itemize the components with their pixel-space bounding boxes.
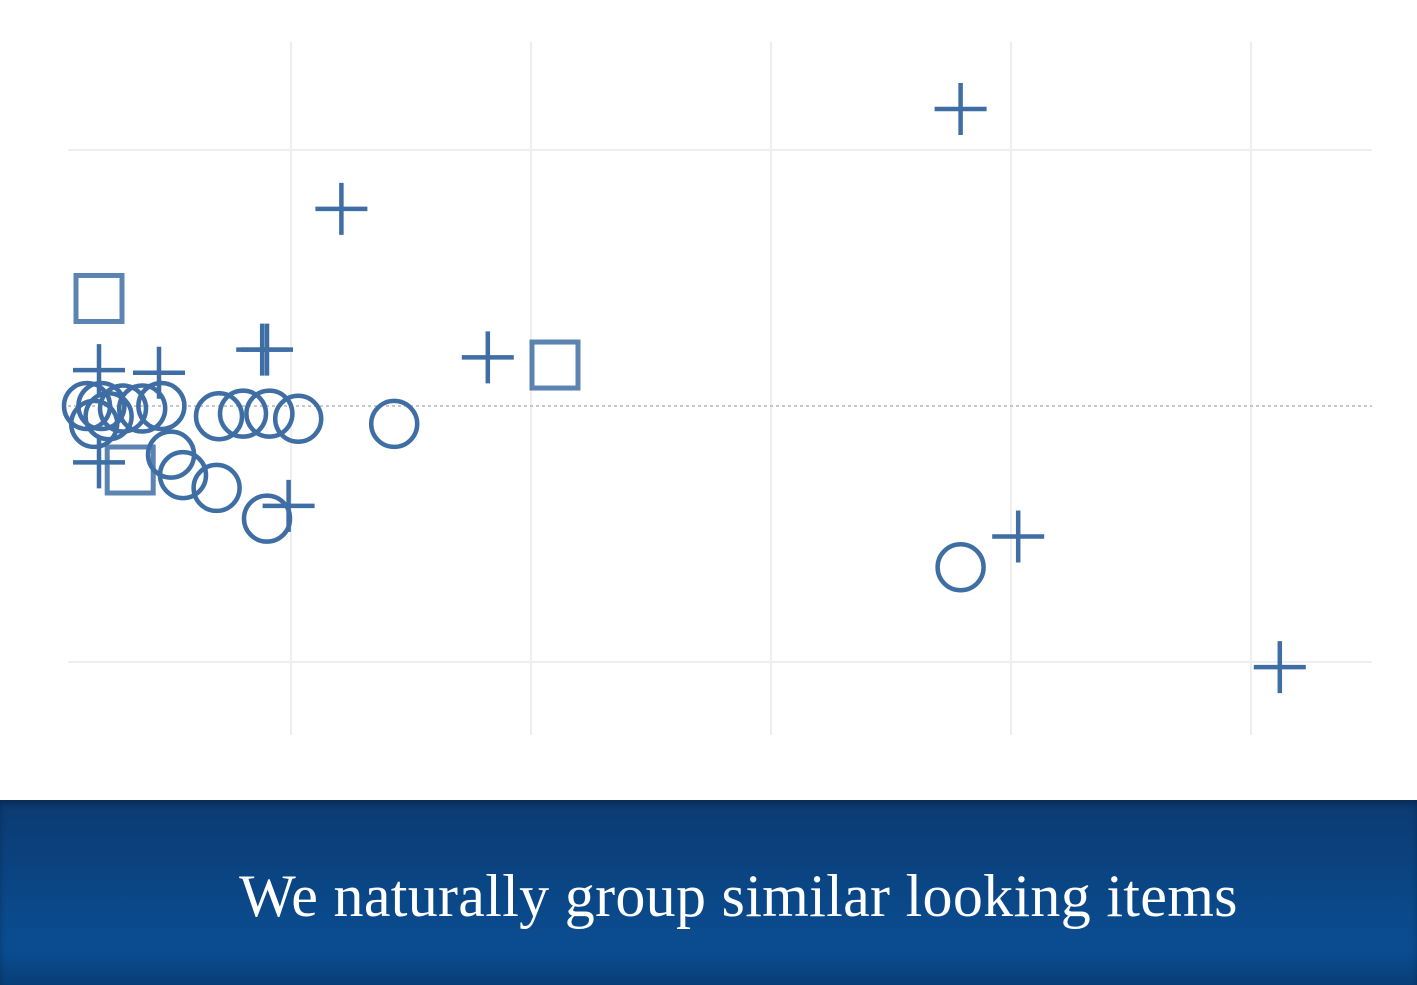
square-marker (73, 272, 125, 324)
circle-marker (136, 380, 187, 432)
circle-marker (116, 383, 168, 434)
circle-marker (76, 380, 127, 432)
circle-marker (191, 462, 242, 514)
marker-layer (61, 83, 1306, 694)
plus-marker (461, 331, 514, 384)
circle-marker (157, 449, 209, 501)
circle-marker (244, 388, 295, 439)
circle-marker (935, 542, 986, 593)
square-marker (104, 444, 156, 496)
circle-marker (368, 398, 420, 450)
circle-marker (217, 388, 269, 439)
caption-bar: We naturally group similar looking items (0, 800, 1417, 985)
caption-text: We naturally group similar looking items (239, 863, 1238, 929)
plus-marker (992, 510, 1045, 563)
plus-marker (934, 83, 987, 136)
square-marker (529, 339, 581, 391)
grid-layer (68, 42, 1372, 735)
plus-marker (241, 323, 293, 376)
circle-marker (193, 390, 245, 442)
scatter-plot (61, 42, 1372, 735)
circle-marker (97, 383, 149, 434)
circle-marker (272, 393, 324, 445)
plus-marker (315, 182, 368, 235)
circle-marker (241, 493, 293, 544)
plus-marker (1253, 641, 1306, 694)
chart-area (61, 42, 1372, 735)
